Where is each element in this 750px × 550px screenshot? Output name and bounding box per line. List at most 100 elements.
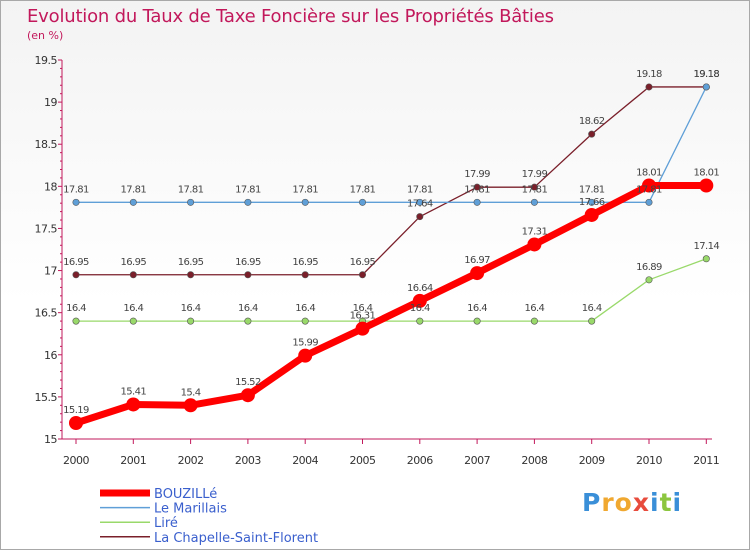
data-label: 17.99 — [522, 169, 548, 180]
data-label: 17.66 — [579, 197, 605, 208]
data-label: 16.95 — [350, 257, 376, 268]
data-label: 16.4 — [238, 303, 258, 314]
data-label: 17.81 — [178, 184, 204, 195]
data-label: 17.31 — [522, 226, 548, 237]
x-tick-label: 2008 — [521, 454, 547, 467]
data-label: 16.97 — [464, 255, 490, 266]
series-line — [72, 181, 710, 427]
y-tick-label: 15 — [44, 433, 57, 446]
data-label: 15.4 — [181, 387, 201, 398]
data-label: 15.41 — [120, 386, 146, 397]
data-label: 17.64 — [407, 199, 433, 210]
data-label: 16.31 — [350, 311, 376, 322]
data-point — [72, 317, 80, 325]
data-point — [298, 348, 313, 363]
data-point — [702, 83, 710, 91]
data-label: 16.95 — [63, 257, 89, 268]
data-label: 16.4 — [66, 303, 86, 314]
y-tick-label: 18 — [44, 180, 57, 193]
x-tick-label: 2006 — [407, 454, 433, 467]
x-tick-label: 2007 — [464, 454, 490, 467]
data-label: 16.4 — [123, 303, 143, 314]
x-tick-label: 2000 — [63, 454, 89, 467]
logo-letter: r — [601, 488, 615, 517]
legend-label: BOUZILLé — [154, 487, 217, 502]
data-point — [129, 198, 137, 206]
x-tick-label: 2002 — [178, 454, 204, 467]
data-point — [355, 321, 370, 336]
data-point — [240, 388, 255, 403]
series-1 — [72, 83, 710, 206]
data-label: 18.62 — [579, 116, 605, 127]
data-label: 19.18 — [636, 69, 662, 80]
data-point — [301, 271, 309, 279]
data-point — [126, 397, 141, 412]
x-tick-label: 2001 — [120, 454, 146, 467]
data-point — [588, 317, 596, 325]
data-point — [699, 178, 714, 193]
data-label: 17.81 — [579, 184, 605, 195]
series-line — [75, 86, 707, 203]
data-label: 18.01 — [693, 167, 719, 178]
data-label: 17.81 — [235, 184, 261, 195]
legend-label: La Chapelle-Saint-Florent — [154, 531, 318, 546]
data-point — [301, 198, 309, 206]
data-label: 15.19 — [63, 405, 89, 416]
data-label: 16.64 — [407, 283, 433, 294]
data-point — [416, 317, 424, 325]
data-point — [244, 198, 252, 206]
series-line — [75, 86, 707, 276]
data-label: 17.81 — [636, 184, 662, 195]
data-point — [358, 271, 366, 279]
data-point — [642, 178, 656, 193]
data-point — [416, 213, 424, 221]
data-label: 17.81 — [120, 184, 146, 195]
data-label: 16.95 — [178, 257, 204, 268]
x-tick-label: 2011 — [693, 454, 719, 467]
chart-title: Evolution du Taux de Taxe Foncière sur l… — [27, 6, 554, 27]
series-lines — [69, 83, 714, 430]
proxiti-logo: Proxiti — [582, 488, 682, 517]
y-tick-label: 19 — [44, 96, 57, 109]
data-point — [416, 198, 424, 206]
data-point — [473, 317, 481, 325]
axes: 15 15.5 16 16.5 17 17.5 18 18.5 19 19.5 2000 2001 20… — [35, 54, 720, 467]
data-label: 15.52 — [235, 377, 261, 388]
data-label: 16.4 — [410, 303, 430, 314]
data-label: 16.4 — [295, 303, 315, 314]
logo-letter: t — [659, 488, 673, 517]
data-label: 18.01 — [636, 167, 662, 178]
data-label: 16.4 — [353, 303, 373, 314]
data-point — [530, 317, 538, 325]
legend-label: Liré — [154, 516, 178, 531]
data-label: 17.81 — [407, 184, 433, 195]
data-label: 17.81 — [350, 184, 376, 195]
data-point — [72, 198, 80, 206]
data-label: 16.89 — [636, 262, 662, 273]
data-label: 16.4 — [582, 303, 602, 314]
series-3 — [72, 83, 710, 279]
data-point — [412, 293, 427, 308]
data-point — [530, 183, 538, 191]
series-line — [75, 258, 707, 322]
data-point — [187, 317, 195, 325]
data-label: 19.18 — [693, 69, 719, 80]
data-point — [588, 130, 596, 138]
data-label: 17.81 — [522, 184, 548, 195]
data-point — [69, 415, 83, 430]
data-point — [584, 207, 599, 222]
data-point — [244, 317, 252, 325]
data-point — [473, 183, 481, 191]
data-label: 16.95 — [235, 257, 261, 268]
data-label: 17.81 — [464, 184, 490, 195]
data-point — [187, 198, 195, 206]
series-0 — [69, 178, 714, 430]
data-label: 17.81 — [63, 184, 89, 195]
data-point — [645, 83, 653, 91]
data-point — [72, 271, 80, 279]
y-tick-label: 17 — [44, 265, 57, 278]
data-label: 17.14 — [693, 241, 719, 252]
x-tick-label: 2004 — [292, 454, 318, 467]
data-point — [470, 266, 485, 281]
